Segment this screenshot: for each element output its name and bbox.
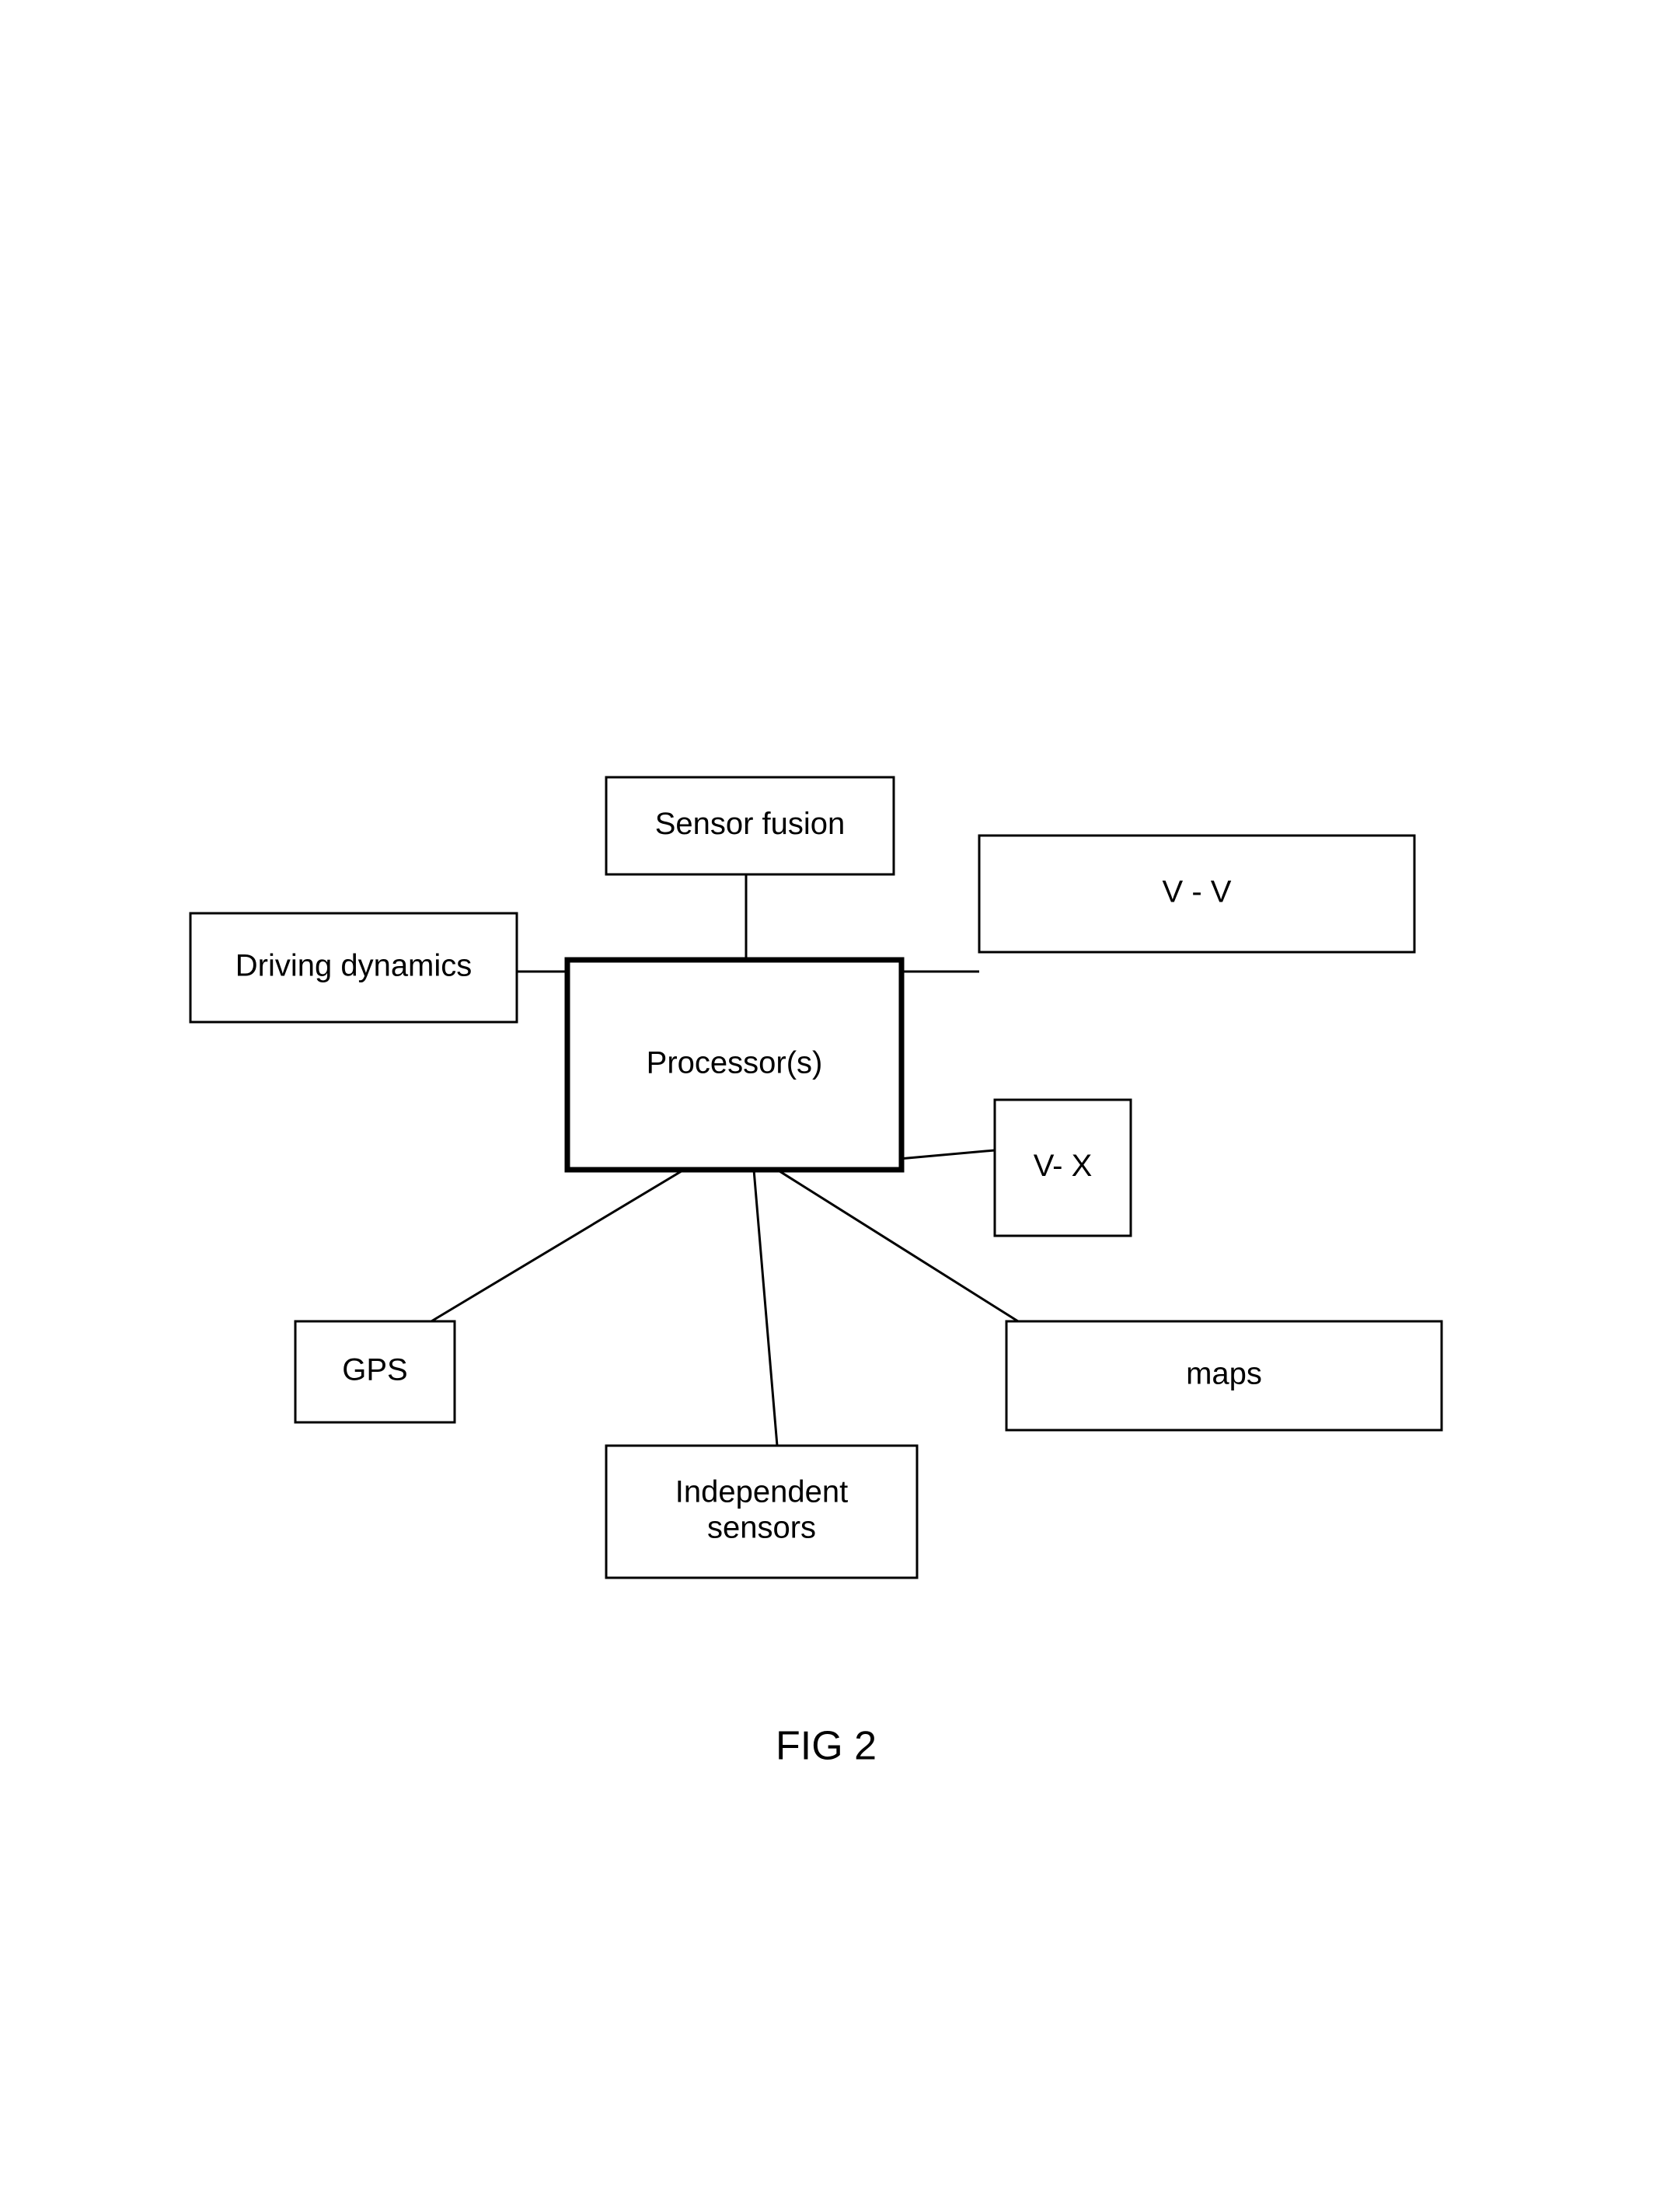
- node-gps-label: GPS: [342, 1353, 407, 1387]
- edge-processor-maps: [777, 1170, 1018, 1321]
- edge-processor-independent_sensors: [754, 1170, 777, 1446]
- edge-processor-gps: [431, 1170, 684, 1321]
- node-maps-label: maps: [1186, 1357, 1262, 1391]
- node-sensor_fusion: Sensor fusion: [606, 777, 894, 874]
- nodes-layer: Processor(s) Sensor fusion Driving dynamic…: [190, 777, 1442, 1578]
- figure-caption: FIG 2: [776, 1724, 877, 1769]
- diagram-canvas: Processor(s) Sensor fusion Driving dynamic…: [0, 0, 1653, 2212]
- node-sensor_fusion-label: Sensor fusion: [655, 807, 846, 841]
- node-gps: GPS: [295, 1321, 455, 1422]
- node-processor-label: Processor(s): [647, 1046, 823, 1080]
- node-vv-label: V - V: [1163, 875, 1232, 909]
- node-vx-label: V- X: [1034, 1149, 1093, 1183]
- node-independent_sensors-label: sensors: [707, 1511, 816, 1545]
- node-independent_sensors-label: Independent: [675, 1475, 848, 1509]
- node-processor: Processor(s): [567, 960, 901, 1170]
- node-vv: V - V: [979, 836, 1414, 952]
- node-vx: V- X: [995, 1100, 1131, 1236]
- node-independent_sensors: Independentsensors: [606, 1446, 917, 1578]
- node-maps: maps: [1006, 1321, 1442, 1430]
- node-driving_dynamics-label: Driving dynamics: [235, 949, 473, 983]
- node-driving_dynamics: Driving dynamics: [190, 913, 517, 1022]
